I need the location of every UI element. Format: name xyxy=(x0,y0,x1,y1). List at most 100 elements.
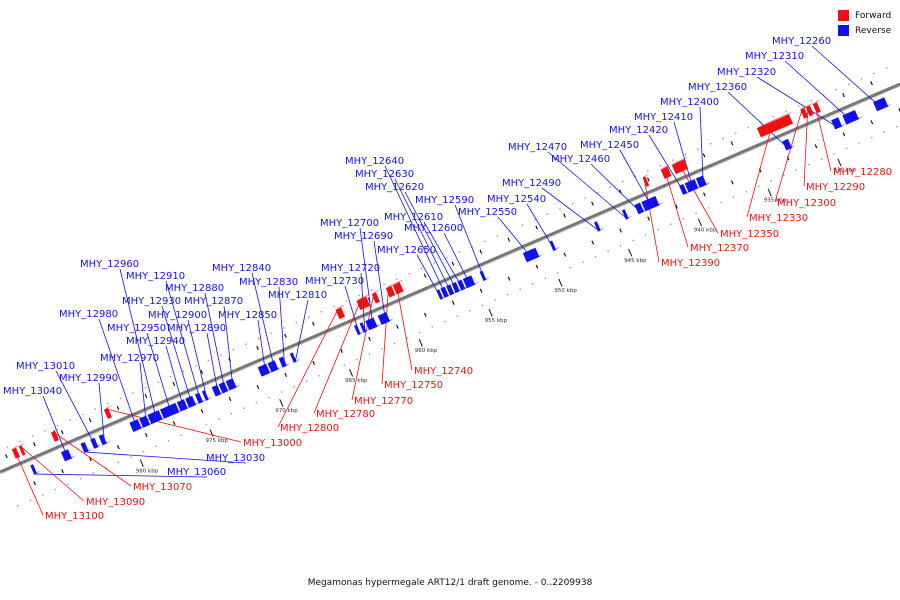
strand-dot xyxy=(54,488,57,491)
strand-dot xyxy=(444,320,446,323)
strand-dot xyxy=(772,116,775,118)
tick-mark xyxy=(837,158,842,167)
strand-dot xyxy=(609,186,611,188)
strand-dot xyxy=(735,132,737,134)
gene-arrow xyxy=(160,402,180,419)
gene-arrow xyxy=(873,97,889,112)
leader-line xyxy=(146,332,173,416)
gene-label-reverse: MHY_12890 xyxy=(167,323,226,334)
leader-line xyxy=(814,103,832,172)
strand-dot xyxy=(770,180,773,182)
strand-dot xyxy=(682,218,685,220)
strand-dot xyxy=(169,375,172,378)
leader-line xyxy=(42,395,69,461)
gene-arrow xyxy=(176,399,188,412)
gene-arrow xyxy=(842,110,859,125)
gene-label-reverse: MHY_12550 xyxy=(458,207,517,218)
strand-dot xyxy=(469,310,471,312)
gene-label-forward: MHY_12390 xyxy=(661,258,720,269)
gene-label-reverse: MHY_12610 xyxy=(384,212,443,223)
leader-line xyxy=(119,268,158,422)
strand-dot xyxy=(873,72,875,75)
strand-dot xyxy=(195,365,197,367)
gene-arrow xyxy=(30,464,37,475)
leader-line xyxy=(98,318,138,431)
strand-dot xyxy=(245,343,247,346)
legend-forward: Forward xyxy=(838,8,891,23)
strand-dot xyxy=(670,223,672,225)
leader-line xyxy=(381,287,389,385)
strand-dot xyxy=(358,294,360,297)
strand-dash xyxy=(451,300,455,305)
leader-line xyxy=(774,108,803,203)
gene-label-reverse: MHY_12600 xyxy=(404,223,463,234)
gene-arrow xyxy=(257,363,271,377)
strand-dot xyxy=(255,402,258,404)
gene-arrow xyxy=(103,408,112,419)
strand-dash xyxy=(200,408,204,414)
leader-line xyxy=(359,227,374,329)
strand-dash xyxy=(88,418,92,423)
leader-line xyxy=(404,191,459,293)
gene-label-reverse: MHY_12540 xyxy=(487,194,546,205)
gene-label-forward: MHY_12370 xyxy=(690,243,749,254)
genome-backbone-shadow xyxy=(0,85,900,475)
strand-dash xyxy=(591,201,594,206)
gene-label-reverse: MHY_12360 xyxy=(688,82,747,93)
leader-line xyxy=(251,272,276,371)
leader-line xyxy=(699,106,704,187)
gene-label-reverse: MHY_12940 xyxy=(126,336,185,347)
label-leader-lines xyxy=(13,45,883,516)
gene-arrow xyxy=(147,410,163,425)
strand-dash xyxy=(507,276,511,281)
strand-dash xyxy=(144,433,148,438)
tick-label: 950 kbp xyxy=(554,288,577,294)
gene-arrow xyxy=(98,434,107,446)
gene-label-reverse: MHY_12870 xyxy=(184,296,243,307)
strand-dash xyxy=(423,273,427,278)
strand-dot xyxy=(697,148,699,150)
gene-top xyxy=(812,99,821,105)
gene-top xyxy=(335,304,346,310)
leader-line xyxy=(373,240,387,324)
strand-dash xyxy=(228,396,232,402)
strand-dash xyxy=(535,225,538,230)
strand-dash xyxy=(870,81,873,86)
gene-arrow xyxy=(11,447,20,459)
strand-dot xyxy=(871,136,873,139)
strand-dot xyxy=(142,450,145,453)
strand-dot xyxy=(745,190,747,193)
strand-dot xyxy=(56,424,59,427)
gene-arrow xyxy=(594,221,601,232)
gene-label-forward: MHY_12750 xyxy=(384,380,443,391)
gene-label-forward: MHY_12280 xyxy=(833,167,892,178)
gene-top xyxy=(756,111,793,129)
strand-dot xyxy=(69,419,71,421)
strand-dash xyxy=(256,384,260,390)
strand-dot xyxy=(29,499,32,502)
gene-label-reverse: MHY_12650 xyxy=(377,245,436,256)
tick-mark xyxy=(139,459,144,468)
tick-label: 980 kbp xyxy=(136,468,159,474)
strand-dash xyxy=(284,372,288,378)
leader-line xyxy=(547,151,628,220)
strand-dot xyxy=(94,408,97,410)
strand-dash xyxy=(646,177,650,182)
strand-dot xyxy=(107,402,109,405)
strand-dash xyxy=(172,381,176,387)
leader-line xyxy=(86,451,247,464)
strand-dot xyxy=(406,337,408,339)
gene-label-reverse: MHY_12410 xyxy=(634,112,693,123)
strand-dot xyxy=(343,364,346,366)
gene-label-reverse: MHY_12460 xyxy=(551,154,610,165)
leader-line xyxy=(727,91,790,150)
leader-line xyxy=(756,76,839,129)
strand-dot xyxy=(446,256,448,259)
gene-arrow xyxy=(549,240,557,251)
gene-arrow xyxy=(660,166,672,179)
tick-label: 970 kbp xyxy=(275,408,298,414)
leader-line xyxy=(19,445,85,502)
strand-dot xyxy=(657,228,660,231)
strand-dot xyxy=(569,266,572,269)
